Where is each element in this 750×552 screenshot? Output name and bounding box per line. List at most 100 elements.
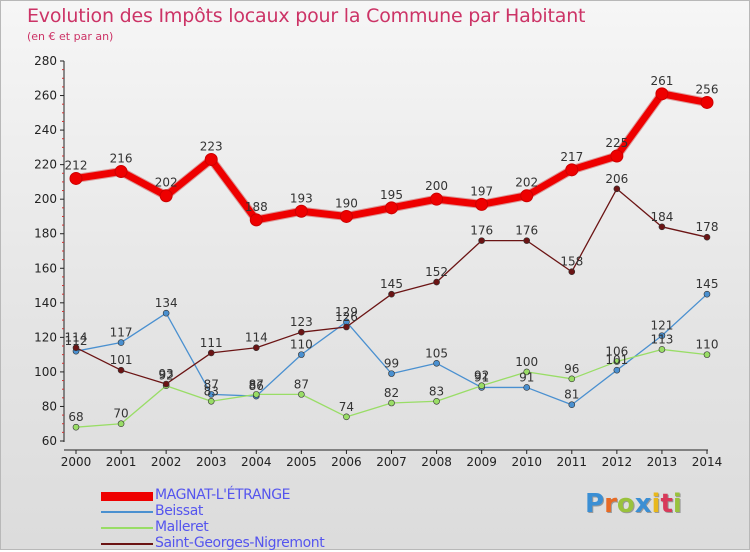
data-point xyxy=(658,346,666,353)
legend-label: Beissat xyxy=(155,503,203,519)
data-point xyxy=(207,391,215,398)
data-point xyxy=(523,384,531,391)
data-point xyxy=(568,268,576,276)
data-point xyxy=(343,413,350,421)
data-label: 101 xyxy=(605,353,628,367)
y-tick-label: 140 xyxy=(34,296,57,310)
x-tick-label: 2007 xyxy=(376,455,407,469)
legend-label: MAGNAT-L'ÉTRANGE xyxy=(155,487,291,503)
data-label: 216 xyxy=(110,152,133,166)
y-tick-label: 220 xyxy=(34,158,57,172)
logo-letter: t xyxy=(660,489,673,519)
data-label: 111 xyxy=(200,336,223,350)
data-label: 134 xyxy=(155,296,178,310)
data-label: 178 xyxy=(696,220,719,234)
data-label: 223 xyxy=(200,139,223,153)
x-tick-label: 2014 xyxy=(692,455,723,469)
legend-swatch xyxy=(101,543,153,545)
data-point xyxy=(703,290,711,298)
data-label: 200 xyxy=(425,179,448,193)
data-point xyxy=(478,382,485,390)
x-tick-label: 2001 xyxy=(106,455,137,469)
data-point xyxy=(703,233,711,241)
data-point xyxy=(339,209,353,223)
data-label: 100 xyxy=(515,355,538,369)
data-point xyxy=(159,189,173,203)
x-tick-label: 2012 xyxy=(602,455,633,469)
data-point xyxy=(430,192,444,206)
data-label: 145 xyxy=(696,277,719,291)
data-point xyxy=(69,171,83,185)
logo-letter: x xyxy=(634,489,652,519)
data-label: 112 xyxy=(65,334,88,348)
logo-letter: i xyxy=(651,489,661,519)
data-point xyxy=(388,290,395,298)
data-label: 114 xyxy=(245,331,268,345)
data-label: 93 xyxy=(159,367,174,381)
data-label: 188 xyxy=(245,200,268,214)
data-point xyxy=(388,399,395,407)
data-point xyxy=(207,349,215,357)
data-label: 176 xyxy=(470,224,493,238)
data-label: 68 xyxy=(68,410,83,424)
data-point xyxy=(249,213,263,227)
x-tick-label: 2008 xyxy=(421,455,452,469)
data-point xyxy=(385,201,398,215)
data-label: 117 xyxy=(110,326,133,340)
data-label: 110 xyxy=(696,338,719,352)
legend-swatch xyxy=(101,491,153,501)
data-point xyxy=(433,359,440,367)
data-point xyxy=(298,391,305,398)
data-label: 74 xyxy=(339,400,354,414)
data-point xyxy=(613,185,621,193)
data-point xyxy=(655,87,669,101)
data-label: 256 xyxy=(696,82,719,96)
data-point xyxy=(114,165,128,179)
data-label: 86 xyxy=(249,379,264,393)
data-point xyxy=(72,423,80,431)
data-label: 83 xyxy=(204,384,219,398)
data-point xyxy=(520,189,534,203)
x-tick-label: 2010 xyxy=(511,455,542,469)
data-label: 184 xyxy=(650,210,673,224)
data-label: 217 xyxy=(560,150,583,164)
data-label: 176 xyxy=(515,224,538,238)
x-tick-label: 2002 xyxy=(151,455,182,469)
data-point xyxy=(475,197,489,211)
data-label: 99 xyxy=(384,357,399,371)
data-point xyxy=(117,339,125,346)
data-label: 106 xyxy=(605,345,628,359)
data-point xyxy=(523,237,531,244)
legend-swatch xyxy=(101,527,153,529)
data-label: 92 xyxy=(159,369,174,383)
data-label: 91 xyxy=(474,370,489,384)
data-point xyxy=(162,380,170,388)
data-label: 121 xyxy=(650,319,673,333)
logo-letter: P xyxy=(585,489,605,519)
data-point xyxy=(117,420,125,428)
data-label: 82 xyxy=(384,386,399,400)
axes: 60 80 100 120 140 160 180 200 220 240 260 280 2000 20… xyxy=(34,54,722,469)
data-point xyxy=(658,223,666,231)
x-tick-label: 2005 xyxy=(286,455,317,469)
data-label: 202 xyxy=(515,176,538,190)
data-point xyxy=(433,397,440,405)
data-label: 113 xyxy=(650,332,673,346)
data-label: 87 xyxy=(249,377,264,391)
data-label: 105 xyxy=(425,346,448,360)
data-point xyxy=(162,309,170,317)
data-point xyxy=(613,366,621,374)
data-point xyxy=(610,149,624,163)
data-point xyxy=(703,351,711,358)
y-tick-label: 260 xyxy=(34,89,57,103)
data-point xyxy=(298,351,305,358)
data-label: 197 xyxy=(470,184,493,198)
data-label: 193 xyxy=(290,191,313,205)
legend-swatch xyxy=(101,511,153,513)
y-tick-label: 240 xyxy=(34,123,57,137)
data-point xyxy=(568,375,576,383)
y-tick-label: 120 xyxy=(34,330,57,344)
data-point xyxy=(117,366,125,374)
data-label: 158 xyxy=(560,255,583,269)
